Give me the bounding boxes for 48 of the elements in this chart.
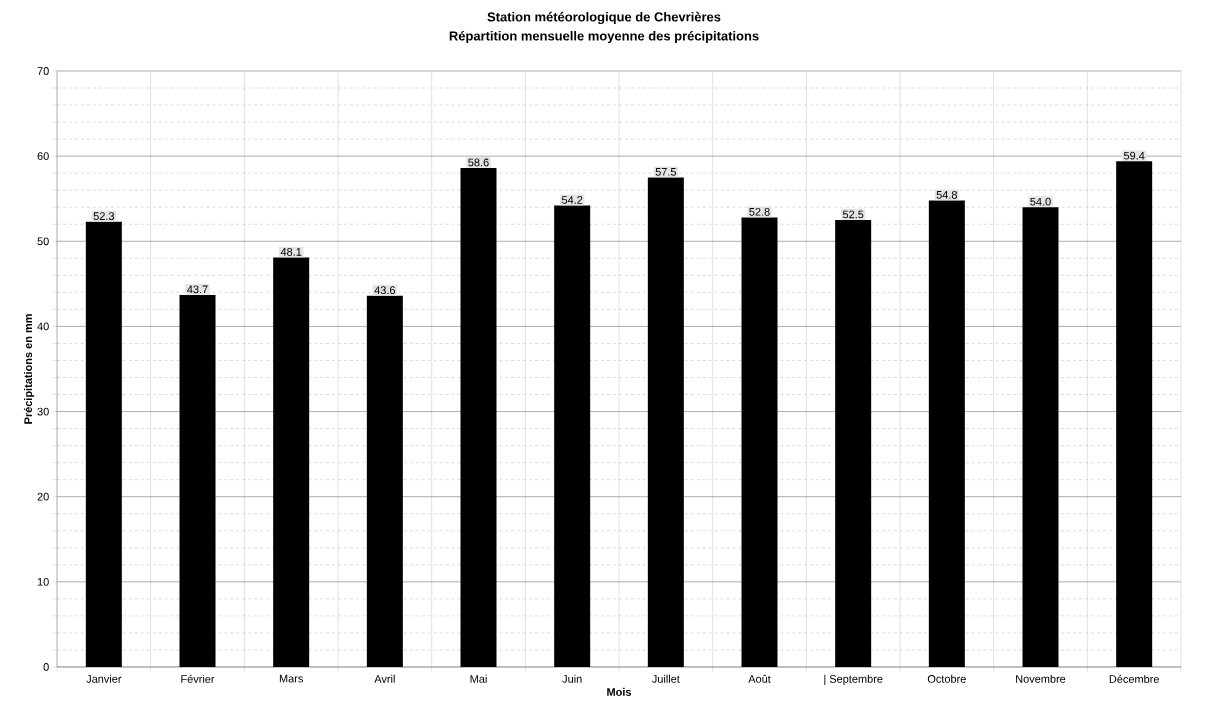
data-label: 59.4 [1123, 151, 1145, 160]
chart-title: Station météorologique de Chevrières [487, 11, 721, 25]
x-tick-label: Novembre [1016, 674, 1066, 683]
data-label: 43.6 [374, 286, 396, 295]
bar [928, 200, 965, 667]
data-label: 54.8 [936, 190, 958, 199]
data-label: 52.3 [93, 212, 115, 220]
x-tick-label: Juin [562, 674, 582, 683]
chart-subtitle: Répartition mensuelle moyenne des précipitations [449, 30, 759, 44]
x-tick-label: Juillet [652, 674, 680, 683]
x-tick-label: Décembre [1109, 674, 1159, 683]
bar [179, 294, 216, 667]
y-tick-label: 50 [37, 237, 49, 246]
x-tick-label: Avril [374, 674, 395, 683]
y-tick-label: 40 [37, 322, 49, 331]
data-label: 54.2 [561, 196, 583, 204]
bar [835, 219, 872, 667]
data-label: 52.5 [842, 210, 864, 219]
y-tick-label: 0 [43, 663, 49, 671]
data-label: 54.0 [1030, 197, 1051, 206]
y-tick-label: 10 [37, 577, 49, 586]
bar [366, 295, 403, 667]
y-tick-label: 20 [37, 492, 49, 501]
y-tick-label: 30 [37, 407, 49, 416]
x-tick-label: Août [748, 674, 771, 683]
x-tick-label: Janvier [86, 674, 122, 683]
bar [554, 205, 591, 667]
bar [1022, 207, 1059, 667]
x-tick-label: Février [181, 674, 215, 683]
data-label: 58.6 [468, 158, 489, 167]
x-tick-label: | Septembre [824, 674, 883, 686]
y-tick-label: 70 [37, 67, 49, 75]
data-label: 57.5 [655, 168, 677, 176]
data-label: 43.7 [187, 285, 208, 294]
x-tick-label: Mars [279, 674, 303, 683]
bar [85, 221, 122, 667]
data-label: 52.8 [749, 207, 770, 216]
y-axis-title: Précipitations en mm [23, 314, 35, 424]
bar [741, 217, 778, 667]
data-label: 48.1 [280, 248, 302, 256]
bar [460, 168, 497, 667]
bar [273, 257, 310, 667]
bar [647, 177, 684, 667]
x-axis-title: Mois [607, 687, 632, 696]
x-tick-label: Octobre [927, 674, 966, 683]
y-tick-label: 60 [37, 152, 49, 161]
x-tick-label: Mai [470, 674, 487, 683]
bar [1116, 161, 1153, 667]
